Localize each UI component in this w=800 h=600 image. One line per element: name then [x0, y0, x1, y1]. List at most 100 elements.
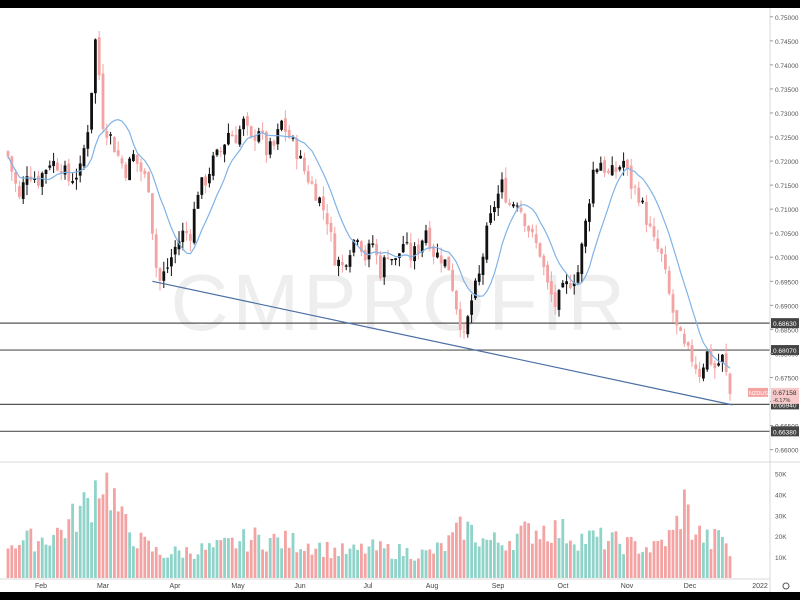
candle-body: [664, 254, 667, 270]
candle-body: [500, 179, 504, 193]
volume-bar: [63, 538, 67, 578]
candle-body: [189, 233, 192, 241]
candle-body: [504, 177, 508, 203]
price-tick-label: 0.70000: [775, 255, 799, 262]
level-price-tag: [771, 426, 799, 437]
price-tick-label: 0.74000: [775, 63, 799, 70]
volume-tick-label: 50K: [775, 471, 787, 478]
candle-body: [367, 243, 371, 260]
candle-body: [557, 290, 561, 310]
candle-body: [618, 167, 622, 170]
candle-body: [314, 183, 318, 201]
candle-body: [356, 240, 359, 242]
candle-body: [451, 269, 454, 291]
level-price-label: 0.68630: [773, 321, 797, 328]
candle-body: [44, 169, 48, 174]
last-price-tag: [771, 387, 799, 404]
candle-body: [622, 160, 625, 168]
volume-bar: [337, 555, 340, 578]
candle-body: [37, 175, 40, 186]
candle-body: [462, 331, 466, 333]
volume-bar: [310, 554, 314, 578]
volume-bar: [626, 537, 629, 578]
candle-body: [660, 248, 663, 254]
volume-bar: [584, 543, 587, 578]
volume-bar: [458, 516, 462, 578]
candle-body: [538, 243, 542, 257]
candle-body: [671, 294, 675, 313]
volume-bar: [21, 540, 25, 578]
volume-bar: [500, 545, 504, 578]
volume-bar: [493, 532, 496, 578]
candle-body: [398, 253, 401, 258]
candle-body: [132, 154, 135, 161]
volume-bar: [120, 506, 124, 578]
volume-bar: [227, 538, 230, 578]
volume-bar: [223, 537, 226, 578]
candle-body: [455, 290, 458, 310]
volume-bar: [455, 522, 458, 578]
candle-body: [439, 255, 443, 264]
month-label: Oct: [558, 583, 569, 590]
volume-bar: [52, 534, 55, 578]
volume-tick-label: 20K: [775, 534, 787, 541]
volume-bar: [10, 545, 14, 578]
volume-bar: [371, 539, 375, 578]
volume-bar: [504, 550, 508, 578]
month-label: Mar: [97, 583, 110, 590]
volume-bar: [344, 553, 348, 578]
volume-bar: [78, 505, 82, 578]
level-price-label: 0.68070: [773, 348, 797, 355]
volume-bar: [306, 543, 310, 578]
volume-bar: [390, 558, 394, 578]
volume-bar: [550, 542, 553, 578]
price-tick-label: 0.69500: [775, 279, 799, 286]
volume-bar: [470, 524, 473, 578]
candle-body: [162, 271, 166, 281]
volume-bar: [25, 530, 29, 578]
moving-average-line: [7, 119, 731, 369]
candle-body: [120, 158, 124, 164]
volume-bar: [379, 541, 382, 578]
volume-bar: [629, 537, 633, 578]
candle-body: [128, 158, 131, 181]
volume-bar: [481, 538, 485, 578]
month-label: Sep: [492, 583, 505, 590]
volume-bar: [170, 554, 173, 578]
candle-body: [496, 193, 500, 209]
price-tick-label: 0.69000: [775, 303, 799, 310]
volume-bar: [569, 540, 572, 578]
volume-bar: [162, 557, 166, 578]
candle-body: [580, 243, 584, 275]
volume-bar: [29, 528, 33, 578]
candle-body: [360, 241, 363, 252]
volume-bar: [33, 551, 36, 578]
candle-body: [329, 222, 333, 233]
candle-body: [192, 208, 196, 243]
volume-bar: [44, 544, 48, 578]
volume-bar: [246, 551, 249, 578]
volume-bar: [557, 538, 561, 578]
volume-bar: [265, 551, 268, 578]
candle-body: [599, 162, 603, 171]
candle-body: [641, 200, 644, 203]
candle-body: [409, 242, 413, 261]
volume-bar: [382, 548, 386, 578]
volume-bar: [352, 544, 356, 578]
candle-body: [348, 255, 352, 267]
volume-bar: [489, 539, 492, 578]
price-tick-label: 0.68000: [775, 351, 799, 358]
month-label: Jul: [364, 583, 373, 590]
candle-body: [219, 151, 223, 153]
price-tick-label: 0.68500: [775, 327, 799, 334]
candle-body: [94, 39, 97, 94]
candle-body: [595, 169, 599, 172]
candle-body: [52, 160, 55, 167]
candle-body: [135, 154, 139, 164]
volume-bar: [485, 539, 489, 578]
candle-body: [113, 136, 116, 153]
volume-bar: [508, 541, 511, 578]
volume-bar: [405, 548, 409, 578]
candle-body: [56, 162, 59, 171]
candle-body: [432, 246, 435, 257]
